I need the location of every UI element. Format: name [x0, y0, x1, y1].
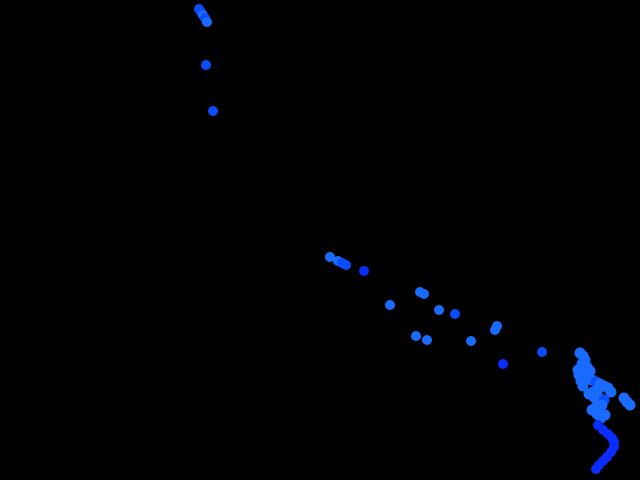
dot [498, 359, 508, 369]
dot [624, 399, 636, 411]
dot [466, 336, 476, 346]
dot [591, 464, 601, 474]
dot [341, 260, 351, 270]
dot [325, 252, 335, 262]
dot [208, 106, 218, 116]
dot [492, 321, 502, 331]
dot [202, 17, 212, 27]
dot [359, 266, 369, 276]
dot [572, 364, 584, 376]
dot [537, 347, 547, 357]
dot [201, 60, 211, 70]
dot [419, 289, 429, 299]
dot [411, 331, 421, 341]
dot [422, 335, 432, 345]
dot [577, 380, 589, 392]
dot [434, 305, 444, 315]
dot [605, 386, 617, 398]
dot [599, 409, 611, 421]
dot [450, 309, 460, 319]
dot [385, 300, 395, 310]
